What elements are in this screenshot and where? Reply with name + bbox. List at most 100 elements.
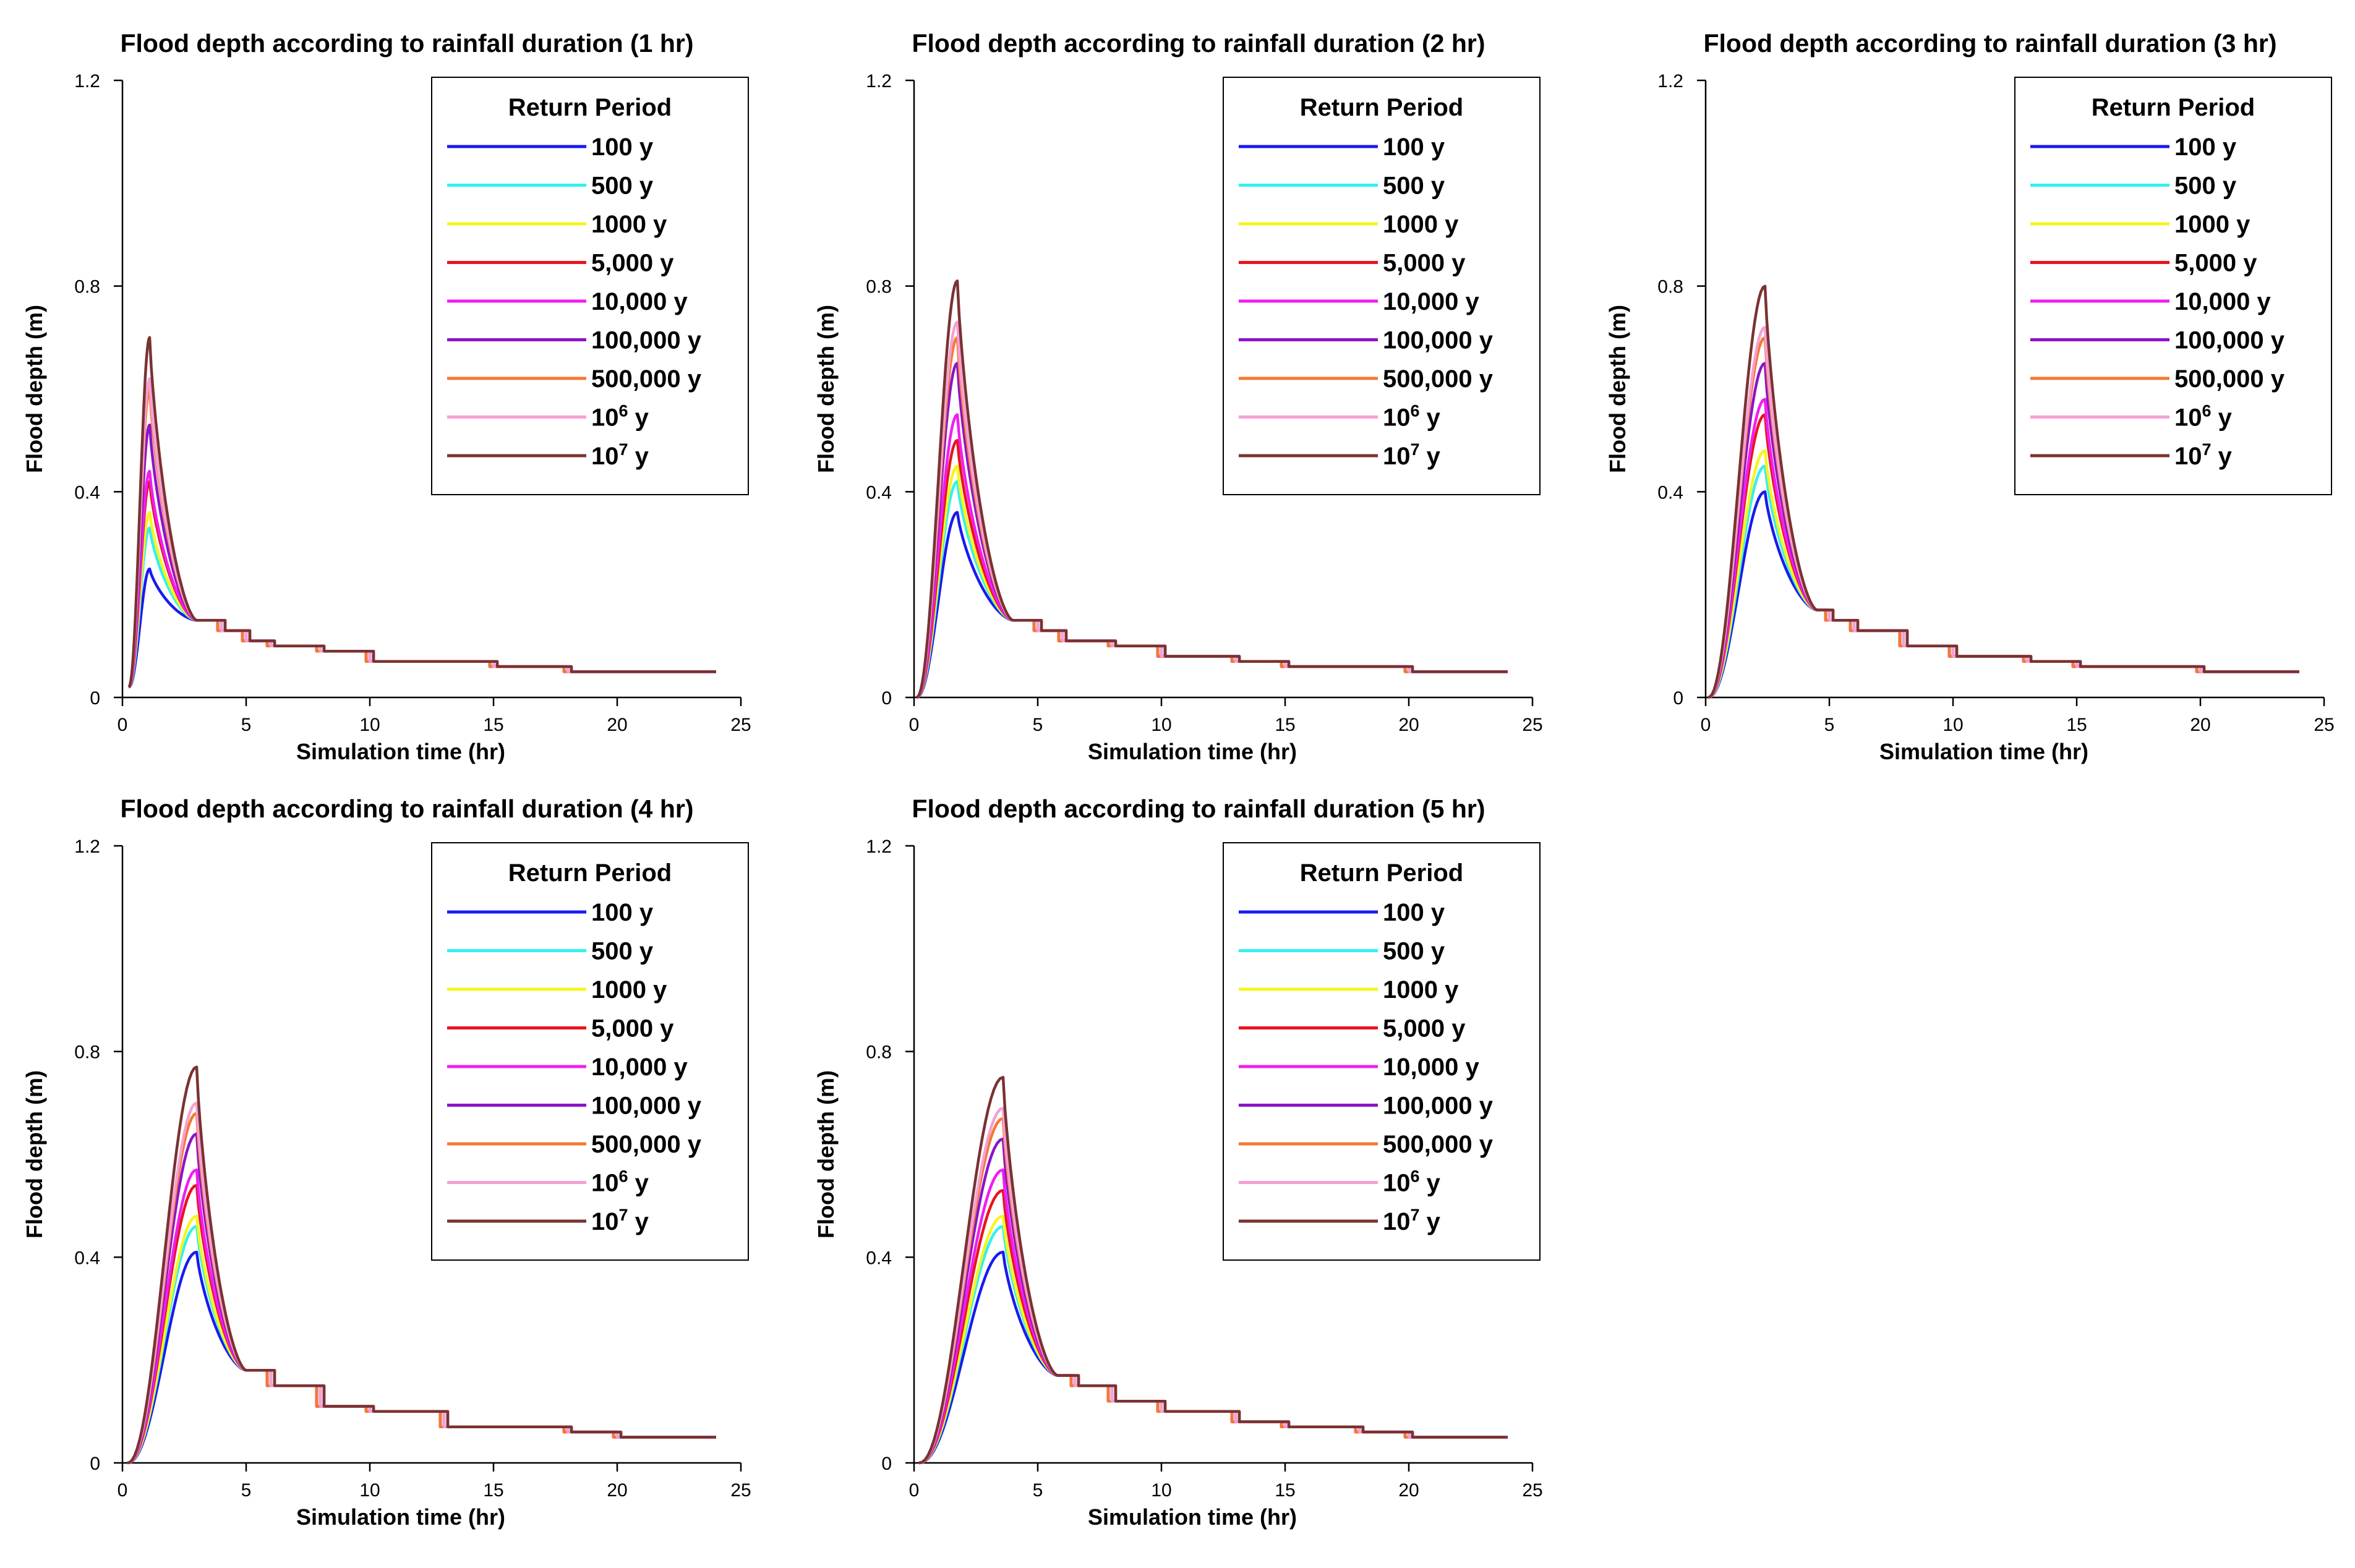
y-axis-title: Flood depth (m)	[1605, 305, 1630, 473]
x-tick-label: 10	[359, 715, 380, 735]
x-tick-label: 10	[359, 1480, 380, 1501]
x-tick-label: 25	[730, 1480, 751, 1501]
chart-title: Flood depth according to rainfall durati…	[912, 29, 1485, 58]
legend-label: 106 y	[591, 402, 649, 432]
series-line-1000-y	[916, 464, 1508, 699]
legend-label: 1000 y	[2174, 211, 2250, 238]
x-axis-title: Simulation time (hr)	[1879, 739, 2088, 764]
x-tick-label: 0	[118, 715, 128, 735]
legend-label: 10,000 y	[591, 1054, 688, 1081]
x-tick-label: 20	[1398, 1480, 1419, 1501]
x-tick-label: 10	[1151, 1480, 1171, 1501]
series-line-10-6-y	[127, 1101, 716, 1465]
x-tick-label: 15	[1275, 715, 1295, 735]
legend-label: 10,000 y	[1383, 1054, 1479, 1081]
legend-label: 500 y	[1383, 938, 1445, 965]
chart-title: Flood depth according to rainfall durati…	[120, 795, 693, 823]
x-tick-label: 20	[1398, 715, 1419, 735]
legend-label: 5,000 y	[591, 1015, 674, 1042]
y-tick-label: 1.2	[1657, 71, 1683, 92]
legend-label: 100,000 y	[591, 327, 702, 354]
series-line-10-000-y	[127, 469, 716, 689]
x-tick-label: 15	[2066, 715, 2087, 735]
series-line-100-y	[918, 1250, 1508, 1465]
chart-title: Flood depth according to rainfall durati…	[120, 29, 693, 58]
legend-label: 500 y	[1383, 173, 1445, 200]
legend-label: 500,000 y	[591, 365, 702, 393]
series-line-10-7-y	[918, 1076, 1508, 1465]
y-tick-label: 0.8	[74, 277, 100, 297]
x-tick-label: 15	[483, 1480, 503, 1501]
legend-box	[431, 842, 749, 1261]
x-tick-label: 15	[1275, 1480, 1295, 1501]
y-tick-label: 0.4	[866, 1248, 892, 1268]
x-tick-label: 5	[1033, 715, 1043, 735]
x-tick-label: 25	[1522, 715, 1542, 735]
legend-label: 5,000 y	[591, 250, 674, 277]
legend-label: 500,000 y	[2174, 365, 2285, 393]
legend-label: 100 y	[1383, 899, 1445, 926]
legend-label: 500,000 y	[1383, 365, 1494, 393]
legend-label: 500,000 y	[1383, 1131, 1494, 1158]
x-tick-label: 5	[241, 1480, 252, 1501]
legend-label: 100 y	[1383, 134, 1445, 161]
legend-label: 1000 y	[591, 976, 667, 1003]
y-axis-title: Flood depth (m)	[813, 305, 839, 473]
y-tick-label: 0.4	[866, 482, 892, 503]
legend-label: 100,000 y	[1383, 327, 1494, 354]
series-line-10-7-y	[127, 1065, 716, 1465]
legend-title: Return Period	[1300, 859, 1463, 887]
y-tick-label: 0	[1673, 688, 1683, 709]
legend-label: 5,000 y	[2174, 250, 2257, 277]
legend-box	[1223, 842, 1541, 1261]
chart-panel-1: Flood depth according to rainfall durati…	[22, 29, 751, 764]
legend-label: 1000 y	[591, 211, 667, 238]
legend-label: 500 y	[2174, 173, 2237, 200]
series-line-500-y	[127, 526, 716, 689]
legend-label: 5,000 y	[1383, 1015, 1466, 1042]
legend-label: 1000 y	[1383, 211, 1459, 238]
y-tick-label: 0	[881, 688, 892, 709]
series-line-5-000-y	[127, 480, 716, 689]
y-tick-label: 0	[90, 688, 100, 709]
y-tick-label: 0	[90, 1454, 100, 1474]
legend-label: 10,000 y	[1383, 288, 1479, 315]
legend: Return Period 100 y 500 y 1000 y 5,000 y 10,0…	[1223, 842, 1541, 1261]
x-tick-label: 0	[118, 1480, 128, 1501]
legend-label: 106 y	[1383, 1167, 1441, 1197]
series-line-500-y	[916, 480, 1508, 699]
legend: Return Period 100 y 500 y 1000 y 5,000 y 10,0…	[431, 77, 749, 495]
legend-label: 107 y	[1383, 1206, 1441, 1235]
y-tick-label: 1.2	[74, 71, 100, 92]
x-tick-label: 20	[607, 1480, 627, 1501]
x-tick-label: 5	[1033, 1480, 1043, 1501]
y-tick-label: 0	[881, 1454, 892, 1474]
legend-label: 500 y	[591, 938, 654, 965]
legend-label: 1000 y	[1383, 976, 1459, 1003]
legend-box	[1223, 77, 1541, 495]
legend-label: 100,000 y	[591, 1093, 702, 1120]
legend-label: 10,000 y	[591, 288, 688, 315]
legend-label: 100 y	[591, 134, 654, 161]
x-tick-label: 25	[730, 715, 751, 735]
chart-panel-3: Flood depth according to rainfall durati…	[1605, 29, 2335, 764]
legend-label: 100 y	[591, 899, 654, 926]
y-axis-title: Flood depth (m)	[813, 1070, 839, 1238]
legend-title: Return Period	[1300, 94, 1463, 121]
legend-label: 5,000 y	[1383, 250, 1466, 277]
chart-title: Flood depth according to rainfall durati…	[912, 795, 1485, 823]
x-tick-label: 0	[909, 715, 920, 735]
y-tick-label: 1.2	[866, 837, 892, 857]
legend-box	[431, 77, 749, 495]
y-tick-label: 0.8	[74, 1042, 100, 1063]
x-tick-label: 0	[1701, 715, 1711, 735]
chart-title: Flood depth according to rainfall durati…	[1703, 29, 2276, 58]
chart-panel-5: Flood depth according to rainfall durati…	[813, 795, 1543, 1530]
x-tick-label: 25	[2314, 715, 2334, 735]
series-line-10-7-y	[127, 336, 716, 689]
y-axis-title: Flood depth (m)	[22, 305, 47, 473]
x-tick-label: 15	[483, 715, 503, 735]
y-tick-label: 1.2	[74, 837, 100, 857]
legend-label: 100,000 y	[2174, 327, 2285, 354]
